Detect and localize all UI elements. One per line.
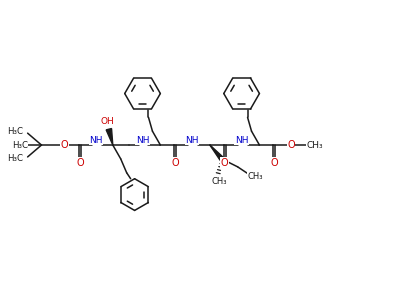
Text: H₃C: H₃C [7, 154, 23, 164]
Text: H₃C: H₃C [12, 140, 28, 149]
Text: NH: NH [235, 136, 248, 145]
Text: O: O [270, 158, 278, 168]
Text: NH: NH [89, 136, 103, 145]
Text: CH₃: CH₃ [307, 140, 323, 149]
Polygon shape [106, 128, 113, 145]
Text: OH: OH [101, 117, 115, 126]
Text: O: O [60, 140, 68, 150]
Polygon shape [210, 145, 224, 160]
Text: NH: NH [136, 136, 149, 145]
Text: O: O [221, 158, 228, 168]
Text: O: O [287, 140, 295, 150]
Text: H₃C: H₃C [7, 127, 23, 136]
Text: CH₃: CH₃ [211, 177, 226, 186]
Text: O: O [172, 158, 179, 168]
Text: CH₃: CH₃ [248, 172, 263, 181]
Text: O: O [76, 158, 84, 168]
Text: NH: NH [185, 136, 199, 145]
